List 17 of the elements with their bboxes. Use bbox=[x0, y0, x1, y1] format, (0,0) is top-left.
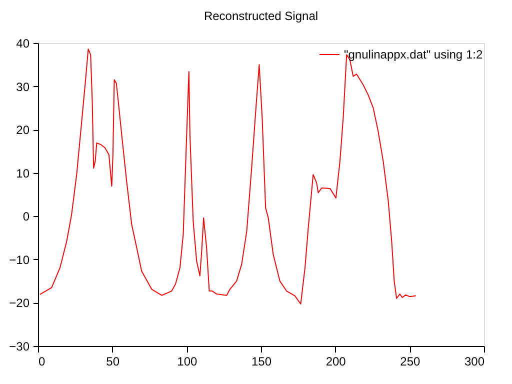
y-tick-label: −30 bbox=[9, 340, 30, 354]
x-tick-label: 200 bbox=[326, 354, 346, 368]
y-tick-label: 40 bbox=[16, 36, 30, 50]
y-tick-label: −20 bbox=[9, 296, 30, 310]
x-tick-label: 250 bbox=[400, 354, 420, 368]
x-tick-label: 150 bbox=[251, 354, 272, 368]
y-tick-label: 20 bbox=[16, 123, 30, 138]
x-tick-label: 0 bbox=[38, 354, 46, 368]
y-tick-label: 0 bbox=[22, 210, 30, 224]
x-tick-label: 100 bbox=[177, 354, 198, 368]
chart-title: Reconstructed Signal bbox=[204, 9, 318, 23]
y-tick-label: 30 bbox=[16, 80, 30, 94]
y-tick-label: −10 bbox=[9, 252, 30, 267]
x-tick-label: 50 bbox=[106, 354, 120, 368]
x-tick-label: 300 bbox=[464, 354, 485, 368]
y-tick-label: 10 bbox=[16, 166, 30, 180]
legend-label: "gnulinappx.dat" using 1:2 bbox=[344, 48, 483, 62]
